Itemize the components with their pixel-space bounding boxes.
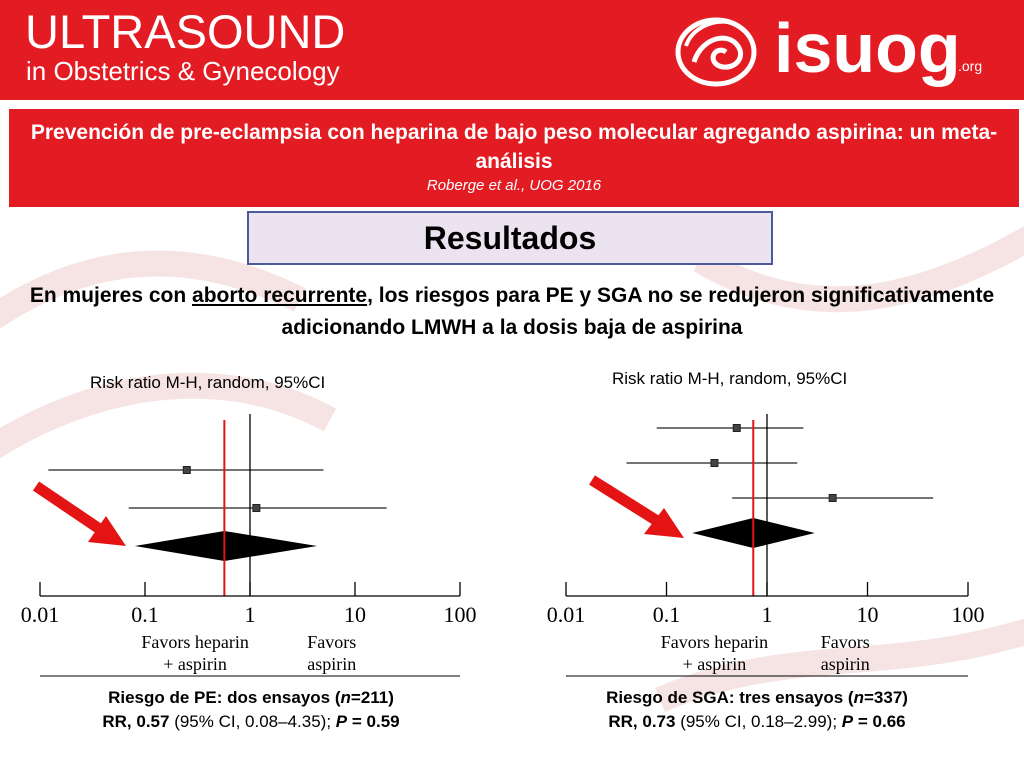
x-tick-label: 1 <box>762 602 773 627</box>
right-caption: Riesgo de SGA: tres ensayos (n=337) RR, … <box>527 686 987 734</box>
x-tick-label: 0.1 <box>653 602 681 627</box>
left-caption-stats: RR, 0.57 (95% CI, 0.08–4.35); P = 0.59 <box>21 710 481 734</box>
pooled-diamond <box>134 531 318 561</box>
right-p: = 0.66 <box>853 712 906 731</box>
left-p: = 0.59 <box>347 712 400 731</box>
favors-left-label: Favors heparin <box>141 632 248 652</box>
right-rr: RR, 0.73 <box>608 712 676 731</box>
left-p-var: P <box>335 712 348 731</box>
statement-before: En mujeres con <box>29 284 193 307</box>
left-plot-label: Risk ratio M-H, random, 95%CI <box>90 373 326 392</box>
header-bar: ULTRASOUND in Obstetrics & Gynecology is… <box>0 0 1024 100</box>
right-caption-title: Riesgo de SGA: tres ensayos (n=337) <box>527 686 987 710</box>
left-rr: RR, 0.57 <box>102 712 170 731</box>
study-point <box>732 424 741 432</box>
right-caption-title-post: =337) <box>863 688 908 707</box>
statement-after: , los riesgos para PE y SGA no se reduje… <box>281 284 995 339</box>
x-tick-label: 10 <box>344 602 366 627</box>
x-tick-label: 0.01 <box>21 602 60 627</box>
favors-left-label: + aspirin <box>683 654 747 674</box>
brand-name: isuog <box>774 9 961 87</box>
left-ci: (95% CI, 0.08–4.35); <box>169 712 336 731</box>
left-caption: Riesgo de PE: dos ensayos (n=211) RR, 0.… <box>21 686 481 734</box>
study-point <box>182 466 191 474</box>
study-point <box>828 494 837 502</box>
left-caption-title-pre: Riesgo de PE: dos ensayos ( <box>108 688 341 707</box>
statement-underlined: aborto recurrente <box>192 284 368 307</box>
x-tick-label: 10 <box>857 602 879 627</box>
left-caption-title: Riesgo de PE: dos ensayos (n=211) <box>21 686 481 710</box>
left-arrow-icon <box>32 481 126 546</box>
right-caption-title-pre: Riesgo de SGA: tres ensayos ( <box>606 688 854 707</box>
right-p-var: P <box>841 712 854 731</box>
favors-right-label: Favors <box>821 632 870 652</box>
isuog-logo: isuog .org <box>672 6 1002 96</box>
journal-title: ULTRASOUND <box>25 5 346 58</box>
finding-statement: En mujeres con aborto recurrente, los ri… <box>20 280 1004 344</box>
x-tick-label: 0.1 <box>131 602 159 627</box>
right-caption-stats: RR, 0.73 (95% CI, 0.18–2.99); P = 0.66 <box>527 710 987 734</box>
x-tick-label: 0.01 <box>547 602 586 627</box>
slide-title: Prevención de pre-eclampsia con heparina… <box>30 121 998 173</box>
left-caption-title-post: =211) <box>350 688 394 707</box>
brand-suffix: .org <box>958 58 983 74</box>
forest-plot-sga: 0.01 0.1 1 10 100 Favors heparin+ aspirin Favo… <box>547 414 985 677</box>
favors-left-label: + aspirin <box>163 654 227 674</box>
title-box: Prevención de pre-eclampsia con heparina… <box>9 109 1019 207</box>
study-point <box>252 504 261 512</box>
favors-left-label: Favors heparin <box>661 632 768 652</box>
favors-right-label: aspirin <box>307 654 356 674</box>
right-ci: (95% CI, 0.18–2.99); <box>675 712 842 731</box>
favors-right-label: aspirin <box>821 654 870 674</box>
x-tick-label: 100 <box>952 602 985 627</box>
right-arrow-icon <box>589 475 684 538</box>
right-plot-label: Risk ratio M-H, random, 95%CI <box>612 369 848 388</box>
journal-subtitle: in Obstetrics & Gynecology <box>26 56 340 86</box>
citation: Roberge et al., UOG 2016 <box>426 177 602 194</box>
favors-right-label: Favors <box>307 632 356 652</box>
isuog-emblem-icon <box>675 17 757 87</box>
study-point <box>710 459 719 467</box>
results-heading: Resultados <box>247 211 773 265</box>
x-tick-label: 1 <box>245 602 256 627</box>
x-tick-label: 100 <box>444 602 477 627</box>
left-caption-n: n <box>340 688 351 707</box>
right-caption-n: n <box>853 688 864 707</box>
forest-plot-pe: 0.01 0.1 1 10 100 Favors heparin+ aspirin Favo… <box>21 414 477 677</box>
